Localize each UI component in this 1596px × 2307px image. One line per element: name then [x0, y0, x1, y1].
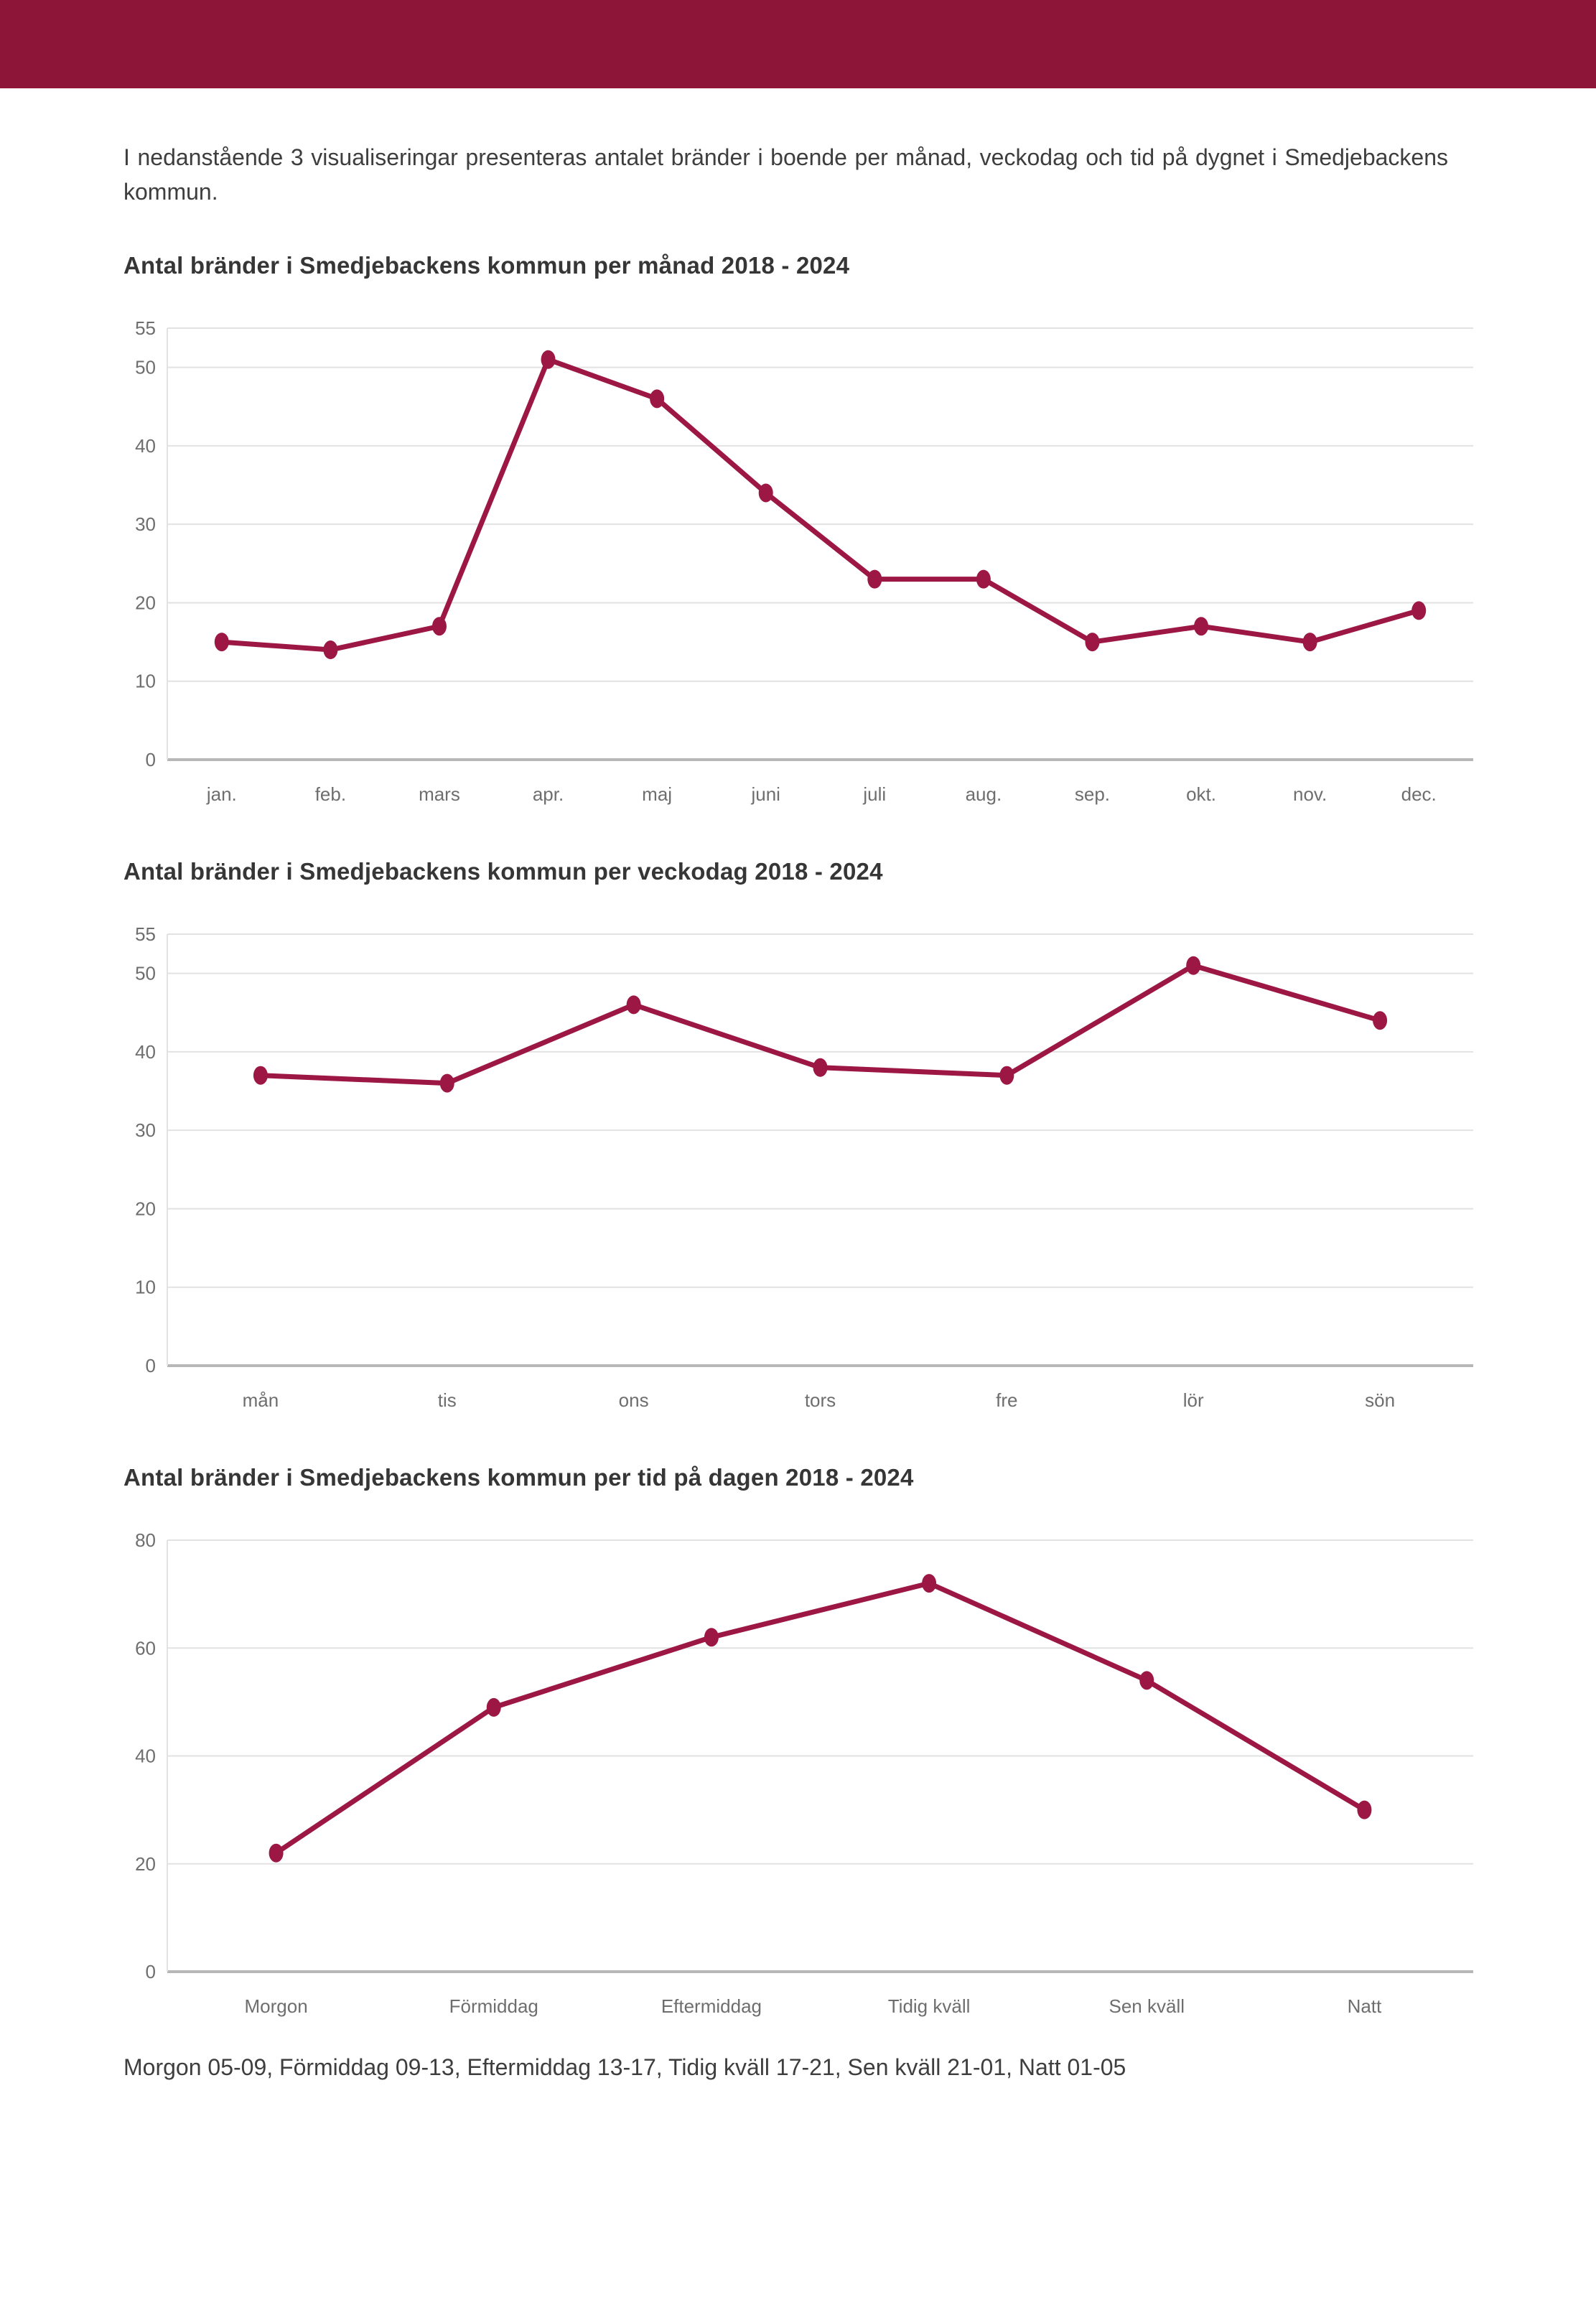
svg-text:tors: tors [805, 1389, 836, 1411]
intro-text: I nedanstående 3 visualiseringar present… [123, 144, 1448, 205]
chart-title-monthly: Antal bränder i Smedjebackens kommun per… [123, 252, 850, 279]
svg-text:80: 80 [135, 1529, 156, 1551]
svg-text:tis: tis [438, 1389, 457, 1411]
svg-text:50: 50 [135, 357, 156, 378]
svg-text:sön: sön [1365, 1389, 1395, 1411]
chart-section-time-of-day: Antal bränder i Smedjebackens kommun per… [123, 1464, 1473, 2027]
line-chart-time-of-day: 80 60 40 20 0 Morgon Förmiddag Eftermiddag Tidig… [135, 1529, 1473, 2017]
svg-text:lör: lör [1183, 1389, 1204, 1411]
svg-text:30: 30 [135, 513, 156, 535]
svg-text:55: 55 [135, 317, 156, 339]
svg-text:Eftermiddag: Eftermiddag [661, 1995, 762, 2017]
svg-text:Tidig kväll: Tidig kväll [888, 1995, 971, 2017]
svg-text:mars: mars [419, 783, 460, 805]
svg-text:jan.: jan. [206, 783, 237, 805]
svg-text:apr.: apr. [533, 783, 564, 805]
svg-text:55: 55 [135, 923, 156, 945]
svg-text:50: 50 [135, 963, 156, 984]
svg-text:aug.: aug. [966, 783, 1002, 805]
svg-text:40: 40 [135, 435, 156, 457]
svg-text:40: 40 [135, 1041, 156, 1063]
svg-text:Förmiddag: Förmiddag [449, 1995, 538, 2017]
report-page: I nedanstående 3 visualiseringar present… [0, 88, 1596, 2081]
svg-text:okt.: okt. [1186, 783, 1216, 805]
line-chart-monthly: 55 50 40 30 20 10 0 jan. feb. mars apr. maj juni juli… [135, 317, 1473, 805]
svg-text:20: 20 [135, 1198, 156, 1219]
svg-text:sep.: sep. [1075, 783, 1110, 805]
svg-text:10: 10 [135, 671, 156, 692]
svg-text:30: 30 [135, 1119, 156, 1141]
svg-text:feb.: feb. [315, 783, 346, 805]
svg-text:fre: fre [996, 1389, 1017, 1411]
time-ranges-footnote: Morgon 05-09, Förmiddag 09-13, Eftermidd… [123, 2054, 1126, 2080]
svg-text:nov.: nov. [1293, 783, 1327, 805]
chart-title-time-of-day: Antal bränder i Smedjebackens kommun per… [123, 1464, 914, 1491]
svg-text:dec.: dec. [1401, 783, 1437, 805]
svg-text:Morgon: Morgon [245, 1995, 308, 2017]
svg-text:ons: ons [619, 1389, 649, 1411]
chart-section-weekday: Antal bränder i Smedjebackens kommun per… [123, 858, 1473, 1421]
svg-text:20: 20 [135, 1853, 156, 1875]
svg-text:maj: maj [642, 783, 672, 805]
line-chart-weekday: 55 50 40 30 20 10 0 mån tis ons tors fre lör sön [135, 923, 1473, 1411]
svg-text:mån: mån [243, 1389, 279, 1411]
svg-text:0: 0 [146, 749, 156, 770]
svg-text:0: 0 [146, 1355, 156, 1376]
svg-text:60: 60 [135, 1637, 156, 1659]
svg-text:juli: juli [862, 783, 886, 805]
svg-text:0: 0 [146, 1961, 156, 1982]
chart-section-monthly: Antal bränder i Smedjebackens kommun per… [123, 252, 1473, 815]
svg-text:juni: juni [750, 783, 780, 805]
chart-title-weekday: Antal bränder i Smedjebackens kommun per… [123, 858, 883, 885]
svg-text:20: 20 [135, 592, 156, 613]
header-bar [0, 0, 1596, 88]
svg-text:40: 40 [135, 1746, 156, 1767]
svg-text:Natt: Natt [1348, 1995, 1382, 2017]
svg-text:Sen kväll: Sen kväll [1109, 1995, 1185, 2017]
svg-text:10: 10 [135, 1277, 156, 1298]
